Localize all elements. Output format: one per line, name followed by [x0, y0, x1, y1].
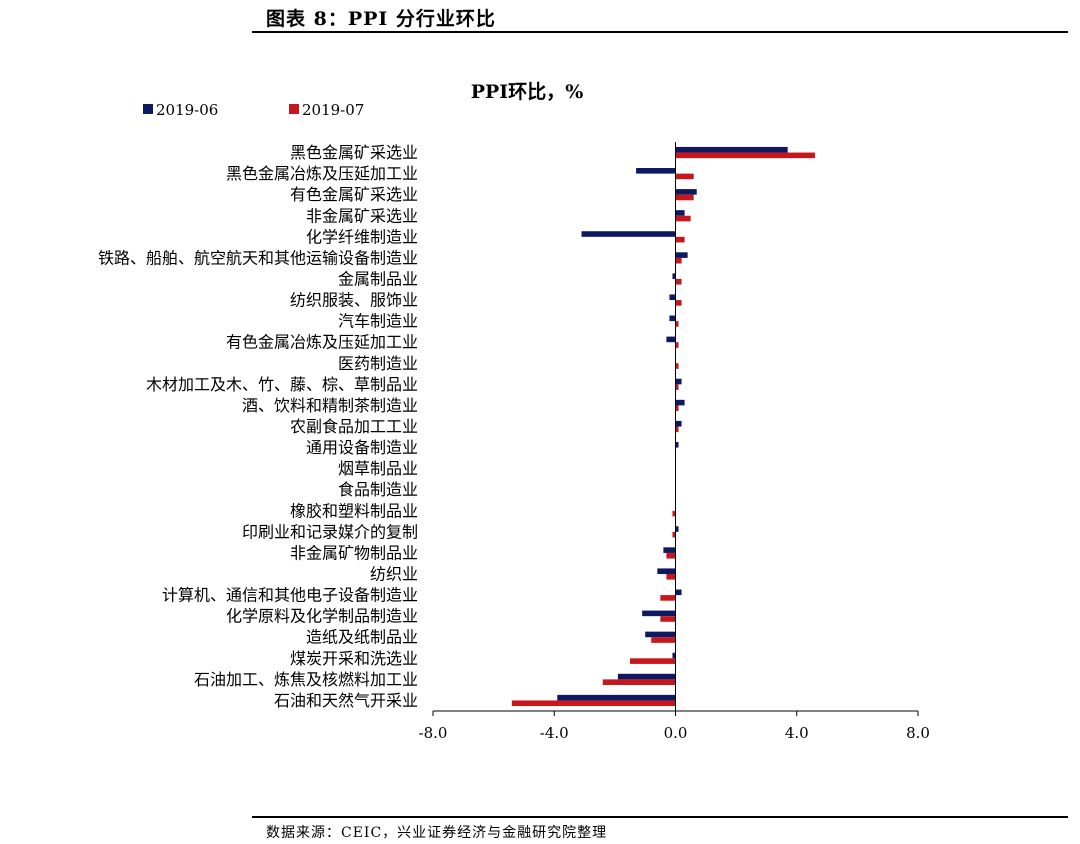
category-label: 石油加工、炼焦及核燃料加工业 [194, 670, 418, 689]
category-label: 铁路、船舶、航空航天和其他运输设备制造业 [98, 248, 418, 267]
bar-2019-07 [660, 595, 676, 601]
legend: 2019-06 2019-07 [143, 101, 364, 119]
bar-2019-06 [645, 631, 676, 638]
x-tick-label: 8.0 [906, 724, 930, 742]
category-label: 化学原料及化学制品制造业 [226, 607, 418, 626]
bar-2019-06 [675, 189, 697, 195]
category-label: 有色金属矿采选业 [290, 185, 418, 204]
bar-2019-06 [657, 568, 676, 575]
bar-2019-06 [675, 441, 679, 448]
bar-2019-06 [557, 694, 676, 701]
bar-2019-06 [675, 146, 788, 153]
bar-2019-07 [651, 637, 676, 643]
bar-2019-07 [666, 574, 676, 580]
x-tick-label: -8.0 [419, 724, 448, 742]
category-label: 酒、饮料和精制茶制造业 [242, 396, 418, 415]
legend-swatch-2019-06 [143, 104, 153, 114]
bar-2019-07 [675, 342, 679, 348]
bar-2019-07 [675, 173, 694, 180]
category-label: 橡胶和塑料制品业 [290, 501, 418, 520]
category-label: 印刷业和记录媒介的复制 [242, 522, 418, 541]
bar-2019-07 [660, 616, 676, 622]
bar-2019-06 [672, 273, 676, 279]
x-tick-label: 4.0 [785, 724, 809, 742]
bar-2019-06 [675, 210, 685, 216]
category-label: 医药制造业 [338, 354, 418, 373]
category-label: 金属制品业 [338, 269, 418, 288]
axes: -8.0 -4.0 0.0 4.0 8.0 [419, 142, 930, 742]
bar-2019-07 [602, 679, 676, 685]
chart-title: PPI环比，% [471, 81, 584, 103]
category-label: 计算机、通信和其他电子设备制造业 [162, 586, 418, 605]
bar-2019-07 [675, 363, 679, 369]
bar-2019-06 [636, 168, 676, 174]
bar-2019-07 [675, 215, 691, 222]
bar-2019-07 [672, 510, 676, 517]
bar-2019-06 [642, 610, 676, 617]
category-labels: 黑色金属矿采选业黑色金属冶炼及压延加工业有色金属矿采选业非金属矿采选业化学纤维制… [98, 143, 418, 710]
category-label: 石油和天然气开采业 [274, 691, 418, 710]
bar-2019-07 [675, 194, 694, 201]
bar-2019-07 [675, 278, 682, 285]
category-label: 食品制造业 [338, 480, 418, 499]
bar-2019-06 [675, 526, 679, 532]
category-label: 非金属矿采选业 [306, 206, 418, 225]
bar-2019-06 [675, 420, 682, 427]
legend-label-2019-06: 2019-06 [156, 101, 218, 119]
category-label: 黑色金属矿采选业 [290, 143, 418, 162]
category-label: 造纸及纸制品业 [306, 628, 418, 647]
source-note: 数据来源：CEIC，兴业证券经济与金融研究院整理 [266, 825, 608, 841]
bar-2019-07 [675, 236, 685, 243]
bar-2019-07 [511, 700, 676, 707]
bar-2019-06 [675, 589, 682, 596]
bar-2019-07 [675, 152, 815, 159]
bar-2019-06 [675, 252, 688, 258]
bar-2019-06 [675, 378, 682, 385]
bar-2019-06 [675, 399, 685, 406]
category-label: 煤炭开采和洗选业 [290, 649, 418, 668]
category-label: 烟草制品业 [338, 459, 418, 478]
category-label: 纺织服装、服饰业 [290, 291, 418, 310]
bars [511, 146, 815, 707]
category-label: 纺织业 [370, 565, 418, 584]
category-label: 通用设备制造业 [306, 438, 418, 457]
category-label: 木材加工及木、竹、藤、棕、草制品业 [146, 375, 418, 394]
figure-title: 图表 8：PPI 分行业环比 [266, 8, 496, 30]
bar-2019-06 [672, 652, 676, 659]
category-label: 农副食品加工工业 [290, 417, 418, 436]
bar-2019-07 [675, 426, 679, 433]
category-label: 化学纤维制造业 [306, 227, 418, 246]
bar-2019-07 [675, 257, 682, 264]
x-tick-label: 0.0 [664, 724, 688, 742]
category-label: 汽车制造业 [338, 312, 418, 331]
bar-2019-07 [672, 531, 676, 538]
bar-2019-06 [666, 336, 676, 343]
x-tick-label: -4.0 [540, 724, 569, 742]
bar-2019-06 [669, 315, 676, 322]
bar-2019-07 [666, 552, 676, 559]
bar-2019-06 [669, 294, 676, 301]
ppi-chart: PPI环比，% 2019-06 2019-07 黑色金属矿采选业黑色金属冶炼及压… [98, 81, 930, 742]
category-label: 黑色金属冶炼及压延加工业 [226, 164, 418, 183]
header-bar: 图表 8：PPI 分行业环比 [252, 0, 1068, 33]
bar-2019-07 [675, 405, 679, 412]
legend-swatch-2019-07 [289, 104, 299, 114]
category-label: 有色金属冶炼及压延加工业 [226, 333, 418, 352]
bar-2019-07 [675, 321, 679, 327]
category-label: 非金属矿物制品业 [290, 543, 418, 562]
bar-2019-07 [630, 658, 676, 664]
footer-bar: 数据来源：CEIC，兴业证券经济与金融研究院整理 [252, 816, 1068, 841]
bar-2019-06 [617, 673, 676, 680]
bar-2019-06 [581, 231, 676, 237]
bar-2019-07 [675, 300, 682, 306]
bar-2019-06 [663, 547, 676, 553]
bar-2019-07 [675, 384, 679, 390]
legend-label-2019-07: 2019-07 [302, 101, 364, 119]
